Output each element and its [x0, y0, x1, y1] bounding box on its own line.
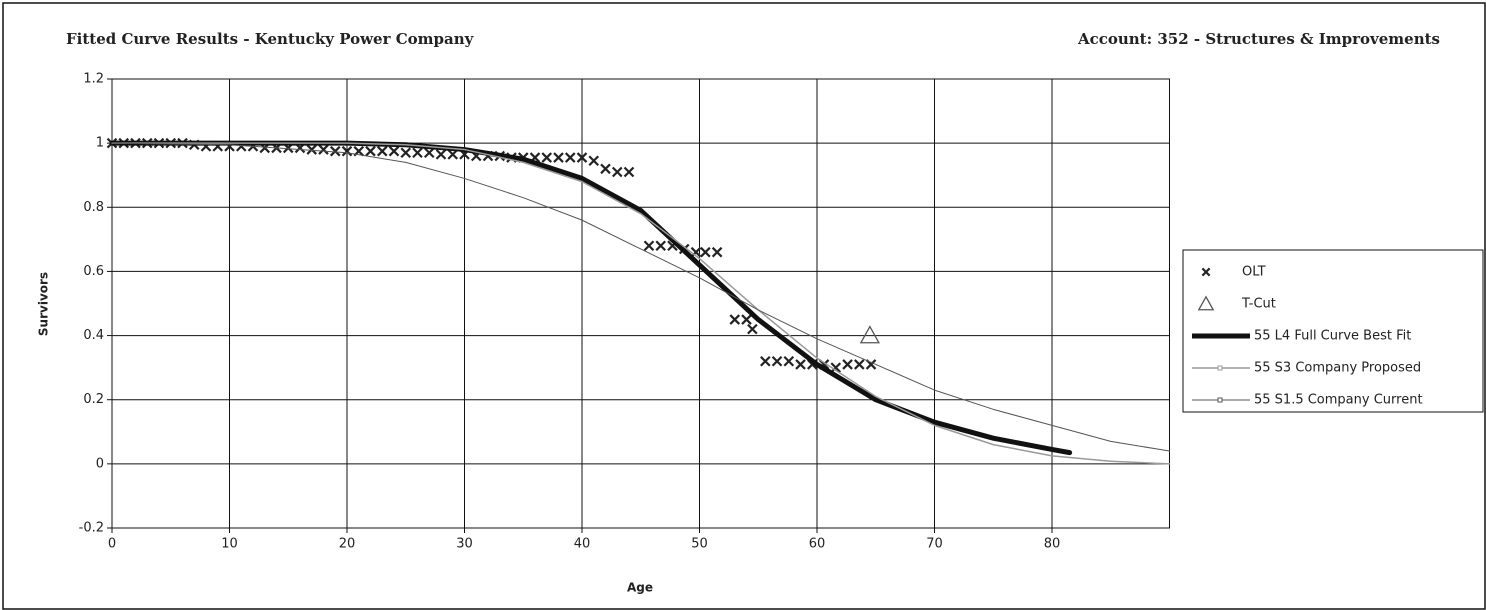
legend-label: OLT	[1242, 265, 1266, 280]
y-tick-label: 1.2	[83, 72, 104, 87]
series-line	[111, 142, 1171, 465]
x-marker	[623, 166, 635, 178]
chart-title: Fitted Curve Results - Kentucky Power Co…	[66, 30, 475, 48]
x-marker	[842, 359, 853, 370]
x-tick-label: 0	[108, 537, 116, 552]
x-tick-label: 20	[339, 537, 356, 552]
y-tick-label: 0.2	[83, 392, 104, 407]
x-tick-label: 10	[221, 537, 238, 552]
x-marker	[643, 240, 655, 252]
x-marker	[854, 359, 865, 370]
x-marker	[576, 152, 588, 163]
x-axis-label: Age	[627, 581, 653, 595]
x-marker	[400, 147, 412, 159]
x-marker	[771, 355, 783, 367]
x-marker	[306, 144, 318, 155]
x-marker	[741, 314, 752, 325]
x-marker	[795, 359, 806, 370]
legend-label: 55 L4 Full Curve Best Fit	[1254, 329, 1411, 344]
x-tick-label: 40	[574, 537, 591, 552]
legend-label: 55 S3 Company Proposed	[1254, 361, 1421, 376]
plot-area	[111, 78, 1170, 529]
x-marker	[435, 149, 447, 160]
legend-marker	[1217, 397, 1223, 403]
x-marker	[729, 314, 741, 325]
y-tick-label: -0.2	[79, 521, 104, 536]
x-marker	[783, 355, 795, 367]
x-tick-label: 50	[691, 537, 708, 552]
x-marker	[318, 144, 329, 155]
x-marker	[447, 149, 459, 160]
x-marker	[365, 145, 376, 157]
x-marker	[564, 152, 576, 163]
series-line	[111, 142, 1170, 452]
x-marker	[423, 147, 435, 159]
legend-box	[1182, 249, 1484, 413]
x-tick-label: 60	[809, 537, 826, 552]
x-marker	[388, 145, 400, 157]
y-tick-label: 0.8	[83, 200, 104, 215]
y-tick-label: 0.6	[83, 264, 104, 279]
legend-marker	[1217, 365, 1223, 371]
x-marker	[412, 147, 423, 159]
y-tick-label: 0	[96, 456, 104, 471]
x-tick-label: 30	[456, 537, 473, 552]
x-marker	[553, 152, 564, 163]
chart-subtitle: Account: 352 - Structures & Improvements	[1077, 30, 1440, 48]
x-marker	[655, 240, 667, 252]
y-axis-label: Survivors	[37, 272, 51, 336]
x-marker	[376, 145, 388, 157]
x-marker	[329, 145, 341, 157]
legend-marker	[1201, 267, 1211, 277]
triangle-marker	[859, 325, 880, 344]
legend-marker	[1197, 295, 1215, 311]
x-marker	[541, 152, 553, 163]
x-tick-label: 70	[926, 537, 943, 552]
x-marker	[830, 362, 842, 373]
x-marker	[588, 155, 600, 167]
x-tick-label: 80	[1044, 537, 1061, 552]
x-marker	[711, 246, 723, 258]
legend-label: 55 S1.5 Company Current	[1254, 393, 1423, 408]
legend-label: T-Cut	[1241, 297, 1276, 312]
x-marker	[690, 246, 702, 258]
x-marker	[760, 355, 771, 367]
y-tick-label: 0.4	[83, 328, 104, 343]
x-marker	[600, 163, 611, 175]
x-marker	[747, 323, 758, 335]
x-marker	[611, 166, 623, 178]
x-marker	[700, 246, 711, 258]
x-marker	[341, 145, 353, 157]
y-tick-label: 1	[96, 136, 104, 151]
